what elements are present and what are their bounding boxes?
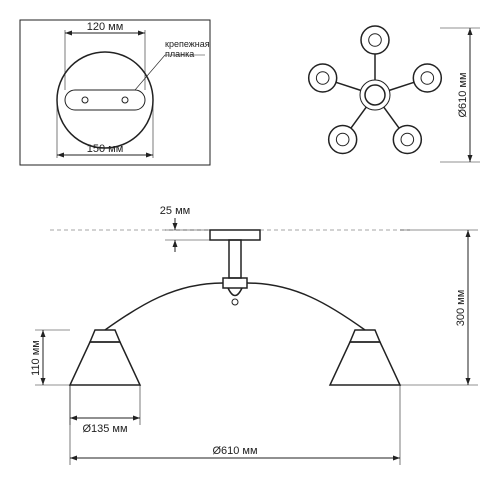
mount-width-dim: 150 мм — [87, 143, 124, 155]
top-arm — [351, 107, 366, 128]
top-shade — [329, 125, 357, 153]
stem-height-dim: 25 мм — [160, 205, 190, 217]
side-view: 25 мм 110 мм Ø135 мм Ø610 мм 300 мм — [30, 205, 478, 465]
span-dim: Ø610 мм — [212, 445, 257, 457]
shade-diameter-dim: Ø135 мм — [82, 423, 127, 435]
mount-plate-inset: крепежная планка 120 мм 150 мм — [20, 20, 210, 165]
top-shade — [393, 125, 421, 153]
mount-annotation-line1: крепежная — [165, 39, 210, 49]
shade-height-dim: 110 мм — [30, 340, 42, 376]
top-shade — [413, 64, 441, 92]
mount-annotation-line2: планка — [165, 49, 194, 59]
top-view — [309, 26, 442, 153]
left-shade — [70, 330, 140, 385]
top-arm — [336, 82, 361, 90]
top-arm — [384, 107, 399, 128]
total-height-dim: 300 мм — [455, 290, 467, 327]
top-arm — [389, 82, 414, 90]
right-shade — [330, 330, 400, 385]
mount-slot-dim: 120 мм — [87, 21, 124, 33]
top-shade — [361, 26, 389, 54]
technical-drawing: крепежная планка 120 мм 150 мм Ø610 мм — [0, 0, 500, 500]
topview-diameter-dim: Ø610 мм — [457, 72, 469, 117]
top-shade — [309, 64, 337, 92]
